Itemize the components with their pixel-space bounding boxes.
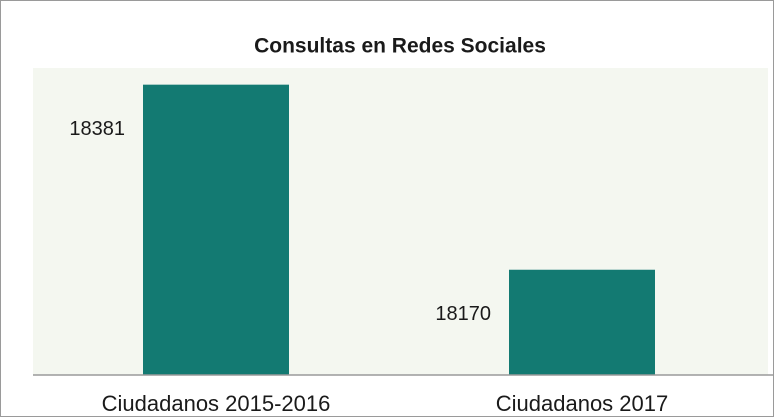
x-tick-label: Ciudadanos 2017 <box>496 391 668 416</box>
data-label: 18381 <box>69 118 125 140</box>
x-tick-label: Ciudadanos 2015-2016 <box>102 391 331 416</box>
bar <box>509 269 655 375</box>
data-label: 18170 <box>435 303 491 325</box>
bar <box>143 84 289 375</box>
chart-title: Consultas en Redes Sociales <box>254 35 546 58</box>
